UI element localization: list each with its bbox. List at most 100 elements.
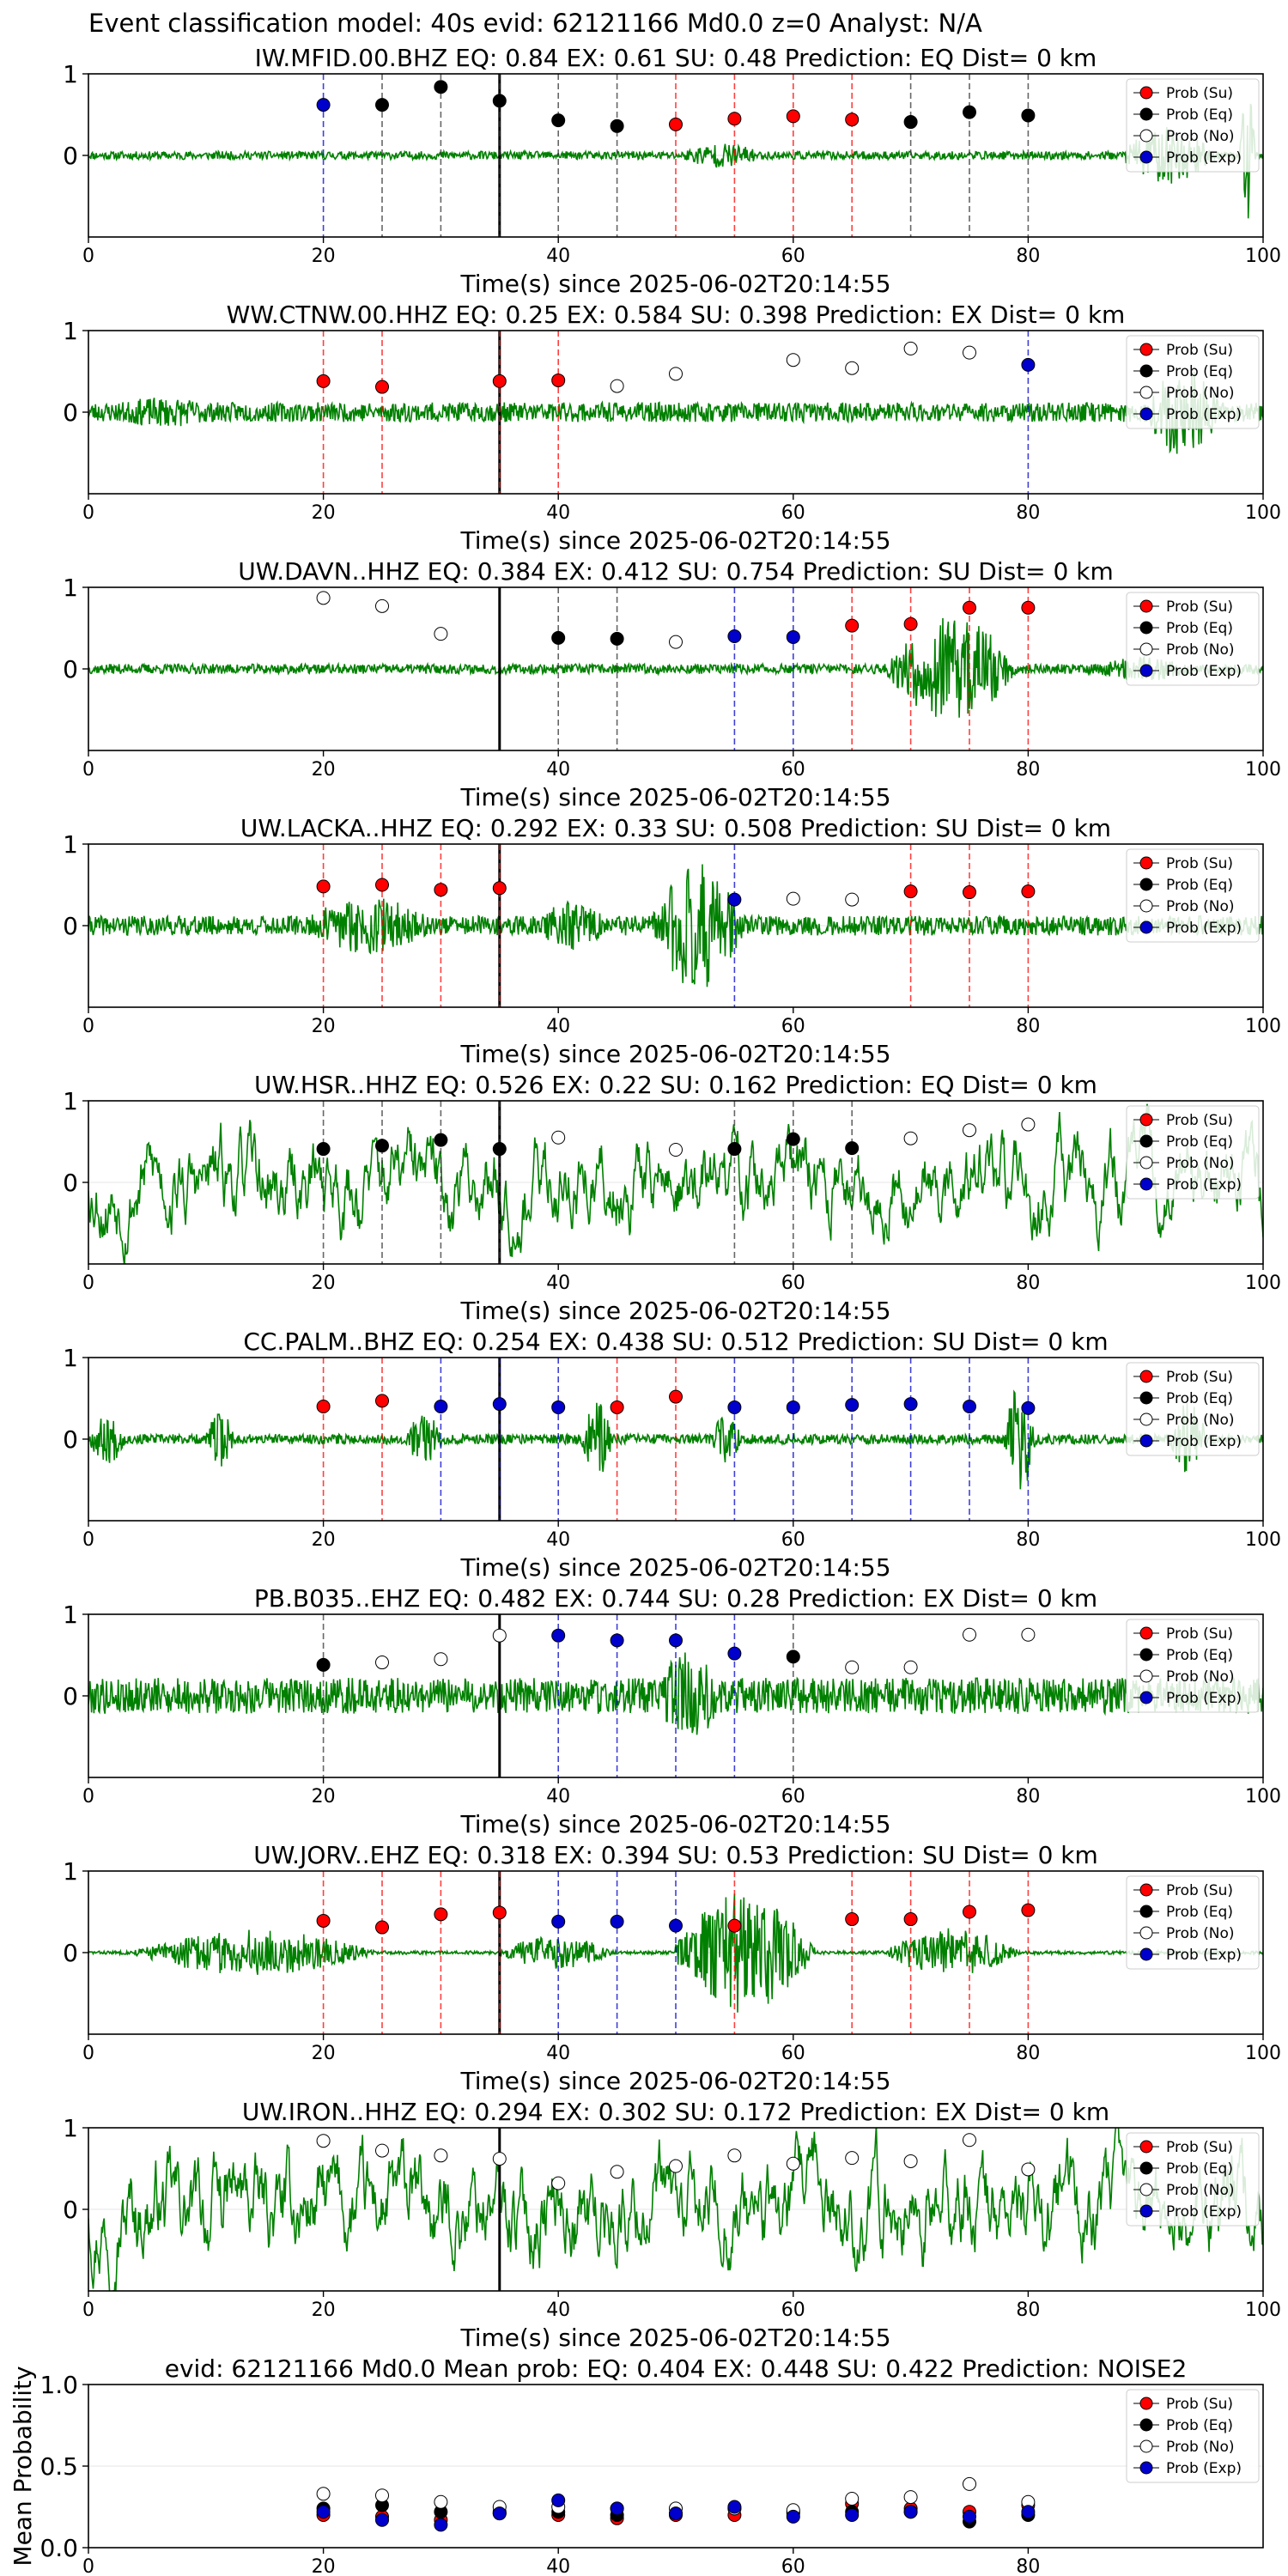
- x-axis-label: Time(s) since 2025-06-02T20:14:55: [459, 2067, 890, 2095]
- prob-marker-exp: [963, 1400, 976, 1413]
- prob-marker-no: [669, 2159, 683, 2173]
- prob-marker-no: [786, 2156, 800, 2171]
- prob-marker-eq: [786, 1649, 800, 1664]
- legend: Prob (Su) Prob (Eq) Prob (No) Prob (Exp): [1126, 592, 1260, 686]
- legend-label: Prob (Eq): [1166, 1647, 1233, 1664]
- x-tick-label: 0: [82, 246, 94, 267]
- x-tick-label: 0: [82, 502, 94, 524]
- legend-marker-exp: [1139, 1947, 1153, 1961]
- x-tick-label: 80: [1016, 2556, 1040, 2576]
- y-tick-label: 0: [63, 1939, 78, 1967]
- legend-marker-exp: [1139, 920, 1153, 934]
- legend-label: Prob (Eq): [1166, 106, 1233, 124]
- prob-marker-no: [551, 1130, 566, 1145]
- legend-label: Prob (Eq): [1166, 363, 1233, 380]
- legend-label: Prob (No): [1166, 641, 1235, 659]
- x-axis-label: Time(s) since 2025-06-02T20:14:55: [459, 1040, 890, 1068]
- prob-marker-su: [845, 112, 860, 127]
- x-tick-label: 80: [1016, 1273, 1040, 1294]
- prob-marker-exp: [492, 1397, 507, 1412]
- mean-prob-marker-exp: [903, 2505, 918, 2519]
- x-tick-label: 60: [781, 2300, 805, 2321]
- mean-prob-marker-exp: [492, 2506, 507, 2521]
- legend-marker-eq: [1139, 621, 1153, 635]
- x-tick-label: 60: [781, 1529, 805, 1551]
- legend-marker-su: [1139, 1883, 1153, 1897]
- x-tick-label: 60: [781, 502, 805, 524]
- y-tick-label: 1: [63, 830, 78, 859]
- x-tick-label: 100: [1245, 502, 1281, 524]
- prob-marker-exp: [669, 1633, 683, 1648]
- mean-prob-marker-exp: [551, 2493, 566, 2507]
- prob-marker-eq: [551, 113, 566, 128]
- prob-marker-no: [845, 1660, 860, 1674]
- legend-label: Prob (Su): [1166, 2139, 1233, 2156]
- prob-marker-no: [375, 598, 389, 613]
- legend-label: Prob (Exp): [1166, 1690, 1242, 1707]
- legend-marker-no: [1139, 1926, 1153, 1940]
- legend-marker-no: [1139, 129, 1153, 143]
- prob-marker-eq: [903, 115, 918, 130]
- prob-marker-no: [1021, 1117, 1036, 1132]
- x-tick-label: 40: [546, 1786, 570, 1807]
- y-tick-label: 1: [63, 1857, 78, 1886]
- legend-label: Prob (No): [1166, 385, 1235, 402]
- prob-marker-no: [316, 591, 331, 605]
- y-tick-label: 1: [63, 1087, 78, 1115]
- mean-prob-marker-exp: [963, 2509, 976, 2524]
- prob-marker-su: [963, 885, 976, 900]
- x-axis-label: Time(s) since 2025-06-02T20:14:55: [459, 1297, 890, 1325]
- panel-uw-jorv-ehz: UW.JORV..EHZ EQ: 0.318 EX: 0.394 SU: 0.5…: [63, 1841, 1281, 2095]
- prob-marker-no: [903, 341, 918, 355]
- x-tick-label: 100: [1245, 1273, 1281, 1294]
- legend: Prob (Su) Prob (Eq) Prob (No) Prob (Exp): [1126, 1362, 1260, 1456]
- legend-label: Prob (Exp): [1166, 149, 1242, 167]
- prob-marker-su: [669, 117, 683, 131]
- legend-label: Prob (No): [1166, 898, 1235, 915]
- legend-marker-eq: [1139, 1391, 1153, 1405]
- x-tick-label: 60: [781, 759, 805, 781]
- legend-label: Prob (Su): [1166, 1625, 1233, 1643]
- legend-label: Prob (Su): [1166, 855, 1233, 872]
- prob-marker-no: [551, 2176, 566, 2190]
- prob-marker-exp: [551, 1914, 566, 1929]
- prob-marker-su: [903, 884, 918, 899]
- prob-marker-su: [492, 374, 507, 388]
- y-tick-label: 0: [63, 398, 78, 427]
- prob-marker-no: [434, 1652, 448, 1667]
- mean-prob-marker-exp: [375, 2512, 389, 2527]
- x-tick-label: 20: [312, 246, 336, 267]
- x-tick-label: 40: [546, 2300, 570, 2321]
- prob-marker-su: [375, 878, 389, 892]
- legend-label: Prob (Su): [1166, 2396, 1233, 2413]
- prob-marker-su: [727, 112, 742, 126]
- prob-marker-su: [375, 1920, 389, 1935]
- legend-label: Prob (Exp): [1166, 1947, 1242, 1964]
- x-tick-label: 0: [82, 1016, 94, 1037]
- legend-box: [1126, 1362, 1260, 1456]
- panel-uw-hsr-hhz: UW.HSR..HHZ EQ: 0.526 EX: 0.22 SU: 0.162…: [63, 1071, 1281, 1325]
- prob-marker-eq: [492, 94, 507, 108]
- prob-marker-no: [669, 1143, 683, 1157]
- prob-marker-su: [845, 618, 860, 633]
- legend-box: [1126, 1619, 1260, 1713]
- prob-marker-su: [492, 1905, 507, 1920]
- prob-marker-exp: [727, 892, 742, 907]
- x-tick-label: 40: [546, 759, 570, 781]
- legend-marker-no: [1139, 642, 1153, 656]
- y-tick-label: 1: [63, 317, 78, 345]
- prob-marker-no: [316, 2134, 331, 2148]
- legend-marker-eq: [1139, 1134, 1153, 1148]
- x-tick-label: 60: [781, 1273, 805, 1294]
- legend-label: Prob (Eq): [1166, 2417, 1233, 2434]
- legend-marker-su: [1139, 856, 1153, 870]
- prob-marker-no: [963, 1123, 976, 1138]
- x-tick-label: 100: [1245, 1016, 1281, 1037]
- prob-marker-su: [1021, 1903, 1036, 1917]
- prob-marker-su: [903, 1912, 918, 1927]
- prob-marker-exp: [786, 629, 800, 644]
- prob-marker-exp: [434, 1400, 448, 1413]
- legend-box: [1126, 592, 1260, 686]
- legend-marker-exp: [1139, 1434, 1153, 1448]
